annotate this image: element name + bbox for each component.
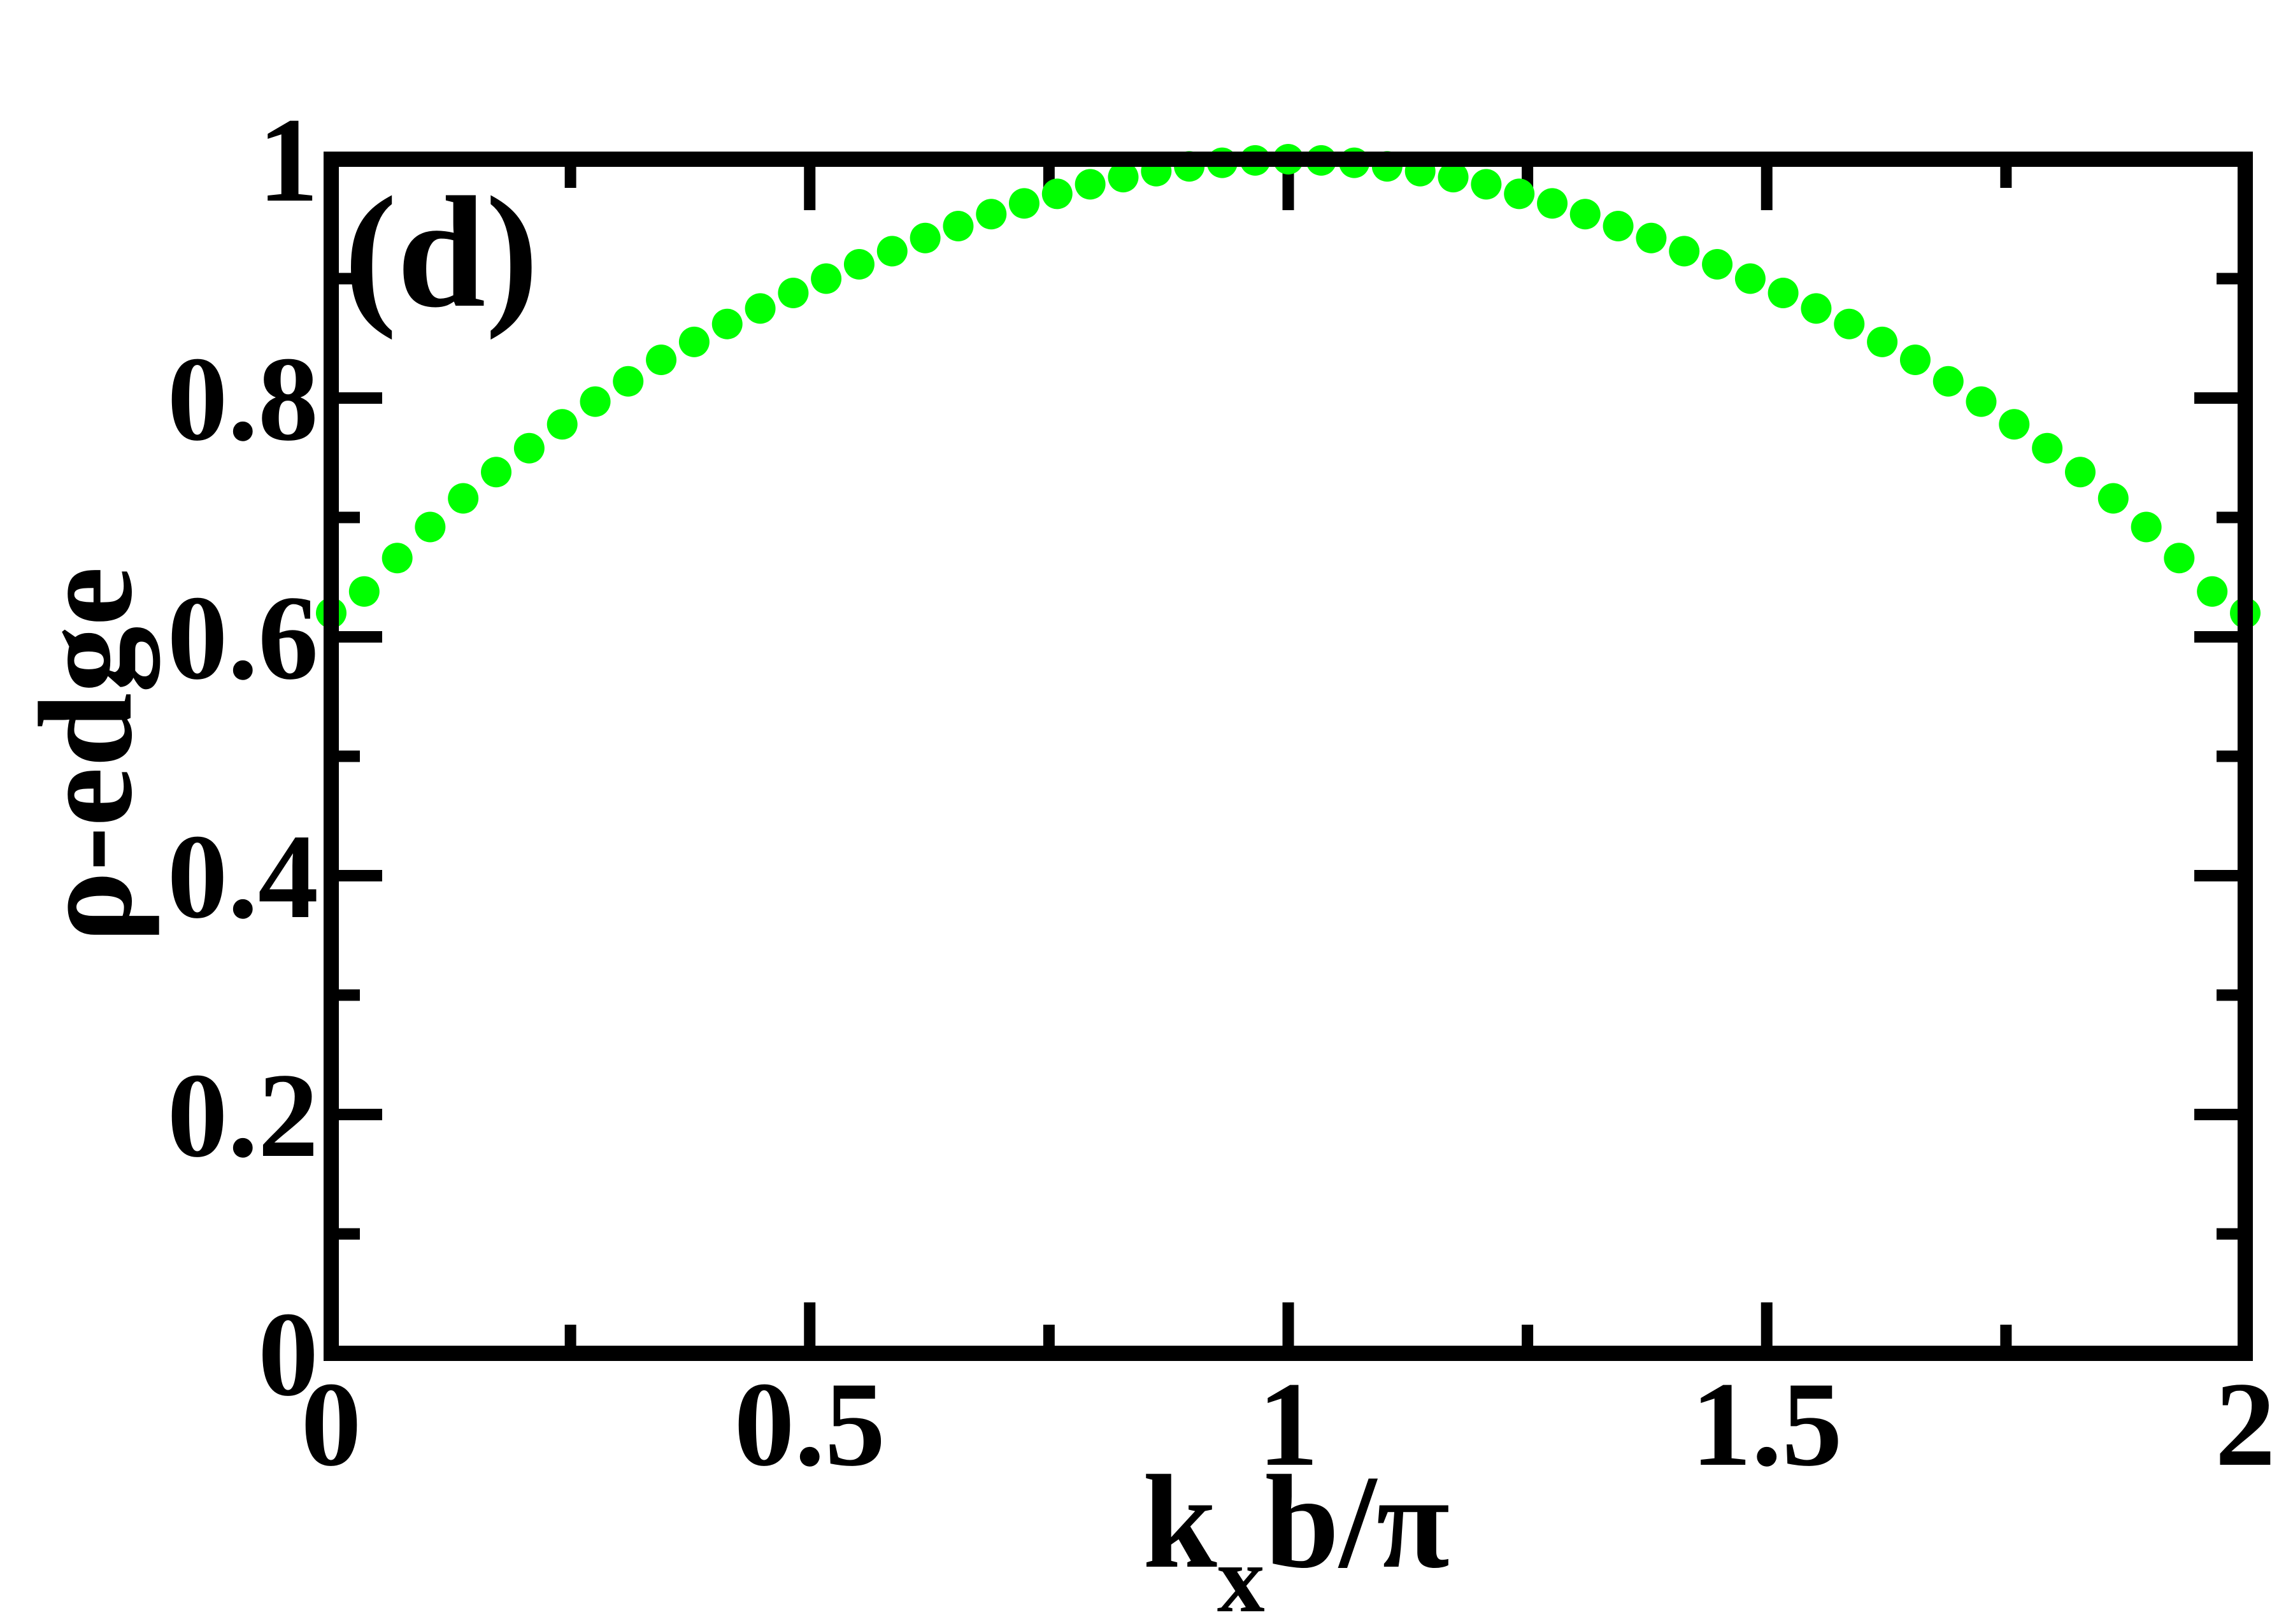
x-tick-labels: 0 0.5 1 1.5 2 [301,1358,2276,1492]
data-point [1108,162,1139,193]
data-point [1734,263,1766,294]
data-point [1569,199,1601,230]
y-tick-label: 0 [258,1288,318,1421]
minor-ticks [331,159,2245,1353]
x-tick-label: 1 [1258,1358,1318,1492]
data-points [316,144,2261,629]
y-tick-label: 0.4 [168,810,319,944]
data-point [943,211,974,241]
data-point [1438,162,1469,193]
data-point [843,249,875,280]
data-point [1504,178,1535,210]
data-point [711,308,743,339]
data-point [546,409,578,440]
data-point [778,278,809,308]
data-point [910,222,941,253]
x-axis-label-subscript: x [1217,1527,1265,1624]
y-tick-label: 0.2 [168,1049,319,1183]
data-point [2131,511,2162,543]
data-point [1471,169,1502,200]
data-point [1801,293,1832,324]
data-point [1075,169,1106,200]
data-point [382,543,413,574]
y-tick-labels: 0 0.2 0.4 0.6 0.8 1 [168,94,319,1421]
data-point [678,326,710,357]
data-point [580,386,611,417]
data-point [1537,188,1568,219]
major-ticks [331,159,2245,1353]
x-axis-label: kxb/π [1143,1448,1450,1624]
data-point [448,483,479,514]
data-point [1999,409,2030,440]
data-point [481,457,512,488]
data-point [1867,326,1898,357]
data-point [1636,222,1667,253]
y-tick-label: 1 [258,94,318,227]
data-point [613,366,644,397]
x-axis-label-rest: b/π [1265,1448,1450,1596]
data-point [646,345,677,375]
data-point [1603,211,1634,241]
x-tick-label: 0.5 [734,1358,886,1492]
plot-frame [324,152,2253,1361]
data-point [745,293,776,324]
data-point [513,432,545,464]
data-point [1834,308,1865,339]
data-point [2064,457,2096,488]
x-tick-label: 2 [2215,1358,2276,1492]
data-point [2197,576,2228,607]
data-point [1966,386,1997,417]
y-axis-label: ρ-edge [12,567,160,943]
data-point [2097,483,2129,514]
data-point [1899,345,1931,375]
panel-label: (d) [344,164,539,341]
x-tick-label: 0 [301,1358,362,1492]
data-point [348,576,380,607]
y-tick-label: 0.8 [168,332,319,466]
x-axis-label-main: k [1143,1448,1217,1596]
data-point [1041,178,1073,210]
data-point [1768,278,1799,308]
data-point [2032,432,2063,464]
data-point [1702,249,1733,280]
data-point [1008,188,1039,219]
data-point [1932,366,1964,397]
data-point [1669,236,1700,267]
y-tick-label: 0.6 [168,571,319,705]
data-point [976,199,1007,230]
data-point [811,263,842,294]
data-point [415,511,446,543]
data-point [2164,543,2195,574]
x-tick-label: 1.5 [1691,1358,1843,1492]
data-point [876,236,908,267]
